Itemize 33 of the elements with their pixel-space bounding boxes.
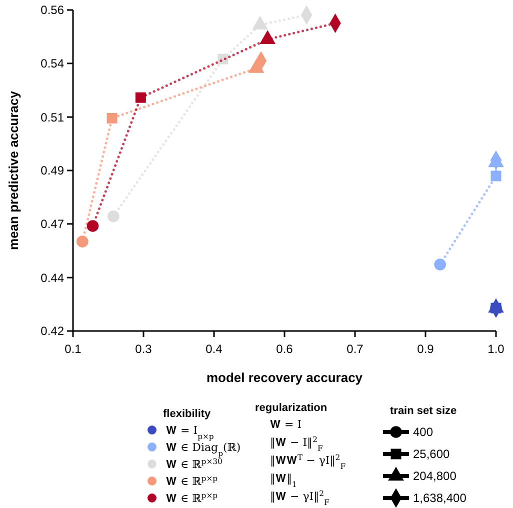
x-tick-label: 0.3 bbox=[135, 342, 152, 356]
x-tick-label: 0.7 bbox=[346, 342, 364, 356]
y-tick-label: 0.54 bbox=[40, 56, 64, 71]
x-tick-label: 1.0 bbox=[488, 342, 505, 356]
legend-label: 𝐖 ∈ ℝ$^{p×p}$ bbox=[166, 474, 218, 488]
point bbox=[108, 210, 120, 222]
text: ‖𝐖‖$_{1}$ bbox=[270, 472, 297, 488]
x-tick-label: 0.9 bbox=[417, 342, 434, 356]
legend-label: 𝐖 ∈ Diag$_{p}$(ℝ) bbox=[166, 441, 241, 458]
text: 𝐖 = I bbox=[270, 418, 302, 431]
x-axis-title: model recovery accuracy bbox=[206, 370, 364, 385]
y-tick-label: 0.56 bbox=[40, 3, 64, 18]
point bbox=[434, 258, 446, 270]
x-tick-label: 0.6 bbox=[276, 342, 294, 356]
text: train set size bbox=[390, 405, 457, 417]
point bbox=[86, 220, 99, 232]
text: regularization bbox=[255, 402, 328, 414]
legend-label: 𝐖 ∈ ℝ$^{p×p}$ bbox=[166, 490, 218, 505]
point bbox=[135, 92, 146, 103]
x-tick-label: 0.1 bbox=[64, 342, 82, 356]
legend-label: 𝐖 = I$_{p×p}$ bbox=[166, 424, 214, 440]
point bbox=[106, 112, 118, 124]
point bbox=[490, 170, 502, 182]
y-tick-label: 0.49 bbox=[40, 164, 64, 178]
y-axis-title: mean predictive accuracy bbox=[6, 90, 21, 250]
y-tick-label: 0.44 bbox=[40, 270, 64, 285]
x-tick-label: 0.4 bbox=[206, 342, 223, 356]
legend-label: 𝐖 ∈ ℝ$^{p×30}$ bbox=[166, 456, 223, 471]
y-tick-label: 0.47 bbox=[40, 217, 64, 232]
y-tick-label: 0.51 bbox=[40, 110, 64, 124]
y-tick-label: 0.42 bbox=[40, 324, 64, 338]
point bbox=[76, 236, 88, 248]
legend-title: flexibility bbox=[163, 408, 212, 420]
